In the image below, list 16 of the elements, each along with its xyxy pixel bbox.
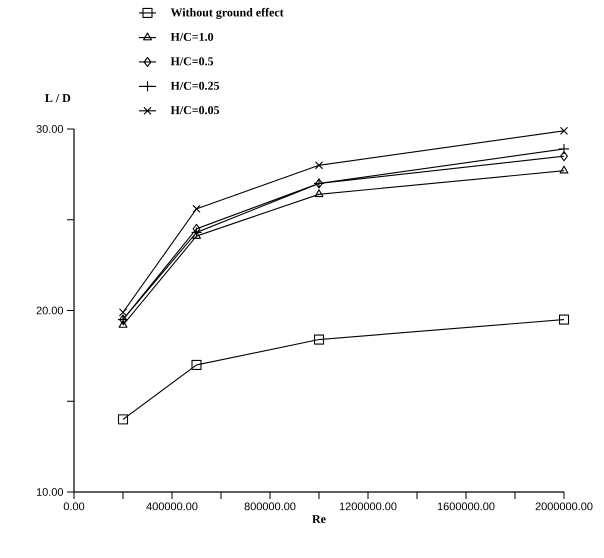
legend-label: H/C=0.5 [170,57,214,66]
legend-label: H/C=0.05 [170,106,220,114]
y-axis-title: L / D [45,94,70,102]
x-axis-title: Re [312,515,326,524]
legend-label: H/C=0.25 [170,82,220,90]
x-tick-label: 2000000.00 [536,502,593,510]
legend-label: Without ground effect [170,8,284,19]
y-tick-label: 10.00 [36,488,64,496]
x-tick-label: 1600000.00 [438,502,495,510]
y-tick-label: 30.00 [36,125,64,133]
y-tick-label: 20.00 [36,306,64,314]
x-tick-label: 0.00 [64,502,84,510]
x-tick-label: 1200000.00 [340,502,397,510]
x-tick-label: 400000.00 [146,502,198,510]
legend-label: H/C=1.0 [170,32,214,41]
x-tick-label: 800000.00 [244,502,296,510]
